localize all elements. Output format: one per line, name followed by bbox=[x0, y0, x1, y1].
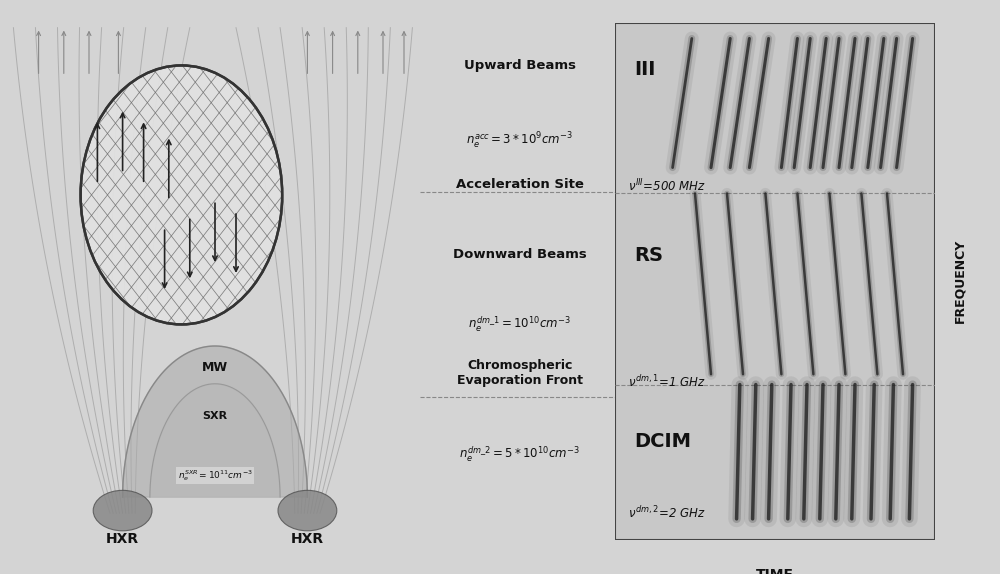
Text: HXR: HXR bbox=[291, 532, 324, 546]
Text: Upward Beams: Upward Beams bbox=[464, 59, 576, 72]
Text: TIME: TIME bbox=[756, 568, 794, 574]
Text: DCIM: DCIM bbox=[634, 432, 691, 451]
Text: SXR: SXR bbox=[202, 411, 228, 421]
Polygon shape bbox=[123, 346, 307, 497]
Polygon shape bbox=[150, 384, 280, 497]
Text: III: III bbox=[634, 60, 656, 79]
Text: RS: RS bbox=[634, 246, 663, 265]
Text: $\nu^{III}$=500 MHz: $\nu^{III}$=500 MHz bbox=[628, 177, 706, 194]
Ellipse shape bbox=[93, 490, 152, 531]
Text: $n_e^{SXR}=10^{11}cm^{-3}$: $n_e^{SXR}=10^{11}cm^{-3}$ bbox=[178, 468, 252, 483]
Text: FREQUENCY: FREQUENCY bbox=[953, 239, 966, 323]
Text: MW: MW bbox=[202, 361, 228, 374]
Text: $\nu^{dm,1}$=1 GHz: $\nu^{dm,1}$=1 GHz bbox=[628, 374, 705, 390]
Text: $n_e^{dm\_2}=5*10^{10}cm^{-3}$: $n_e^{dm\_2}=5*10^{10}cm^{-3}$ bbox=[459, 444, 581, 464]
Text: $n_e^{acc}=3*10^9cm^{-3}$: $n_e^{acc}=3*10^9cm^{-3}$ bbox=[466, 131, 574, 151]
Ellipse shape bbox=[278, 490, 337, 531]
Text: Chromospheric
Evaporation Front: Chromospheric Evaporation Front bbox=[457, 359, 583, 387]
Text: Acceleration Site: Acceleration Site bbox=[456, 177, 584, 191]
Text: $n_e^{dm\_1}=10^{10}cm^{-3}$: $n_e^{dm\_1}=10^{10}cm^{-3}$ bbox=[468, 315, 572, 334]
Text: Downward Beams: Downward Beams bbox=[453, 248, 587, 261]
Text: $\nu^{dm,2}$=2 GHz: $\nu^{dm,2}$=2 GHz bbox=[628, 505, 705, 521]
Circle shape bbox=[81, 65, 282, 324]
FancyBboxPatch shape bbox=[615, 23, 935, 540]
Text: HXR: HXR bbox=[106, 532, 139, 546]
